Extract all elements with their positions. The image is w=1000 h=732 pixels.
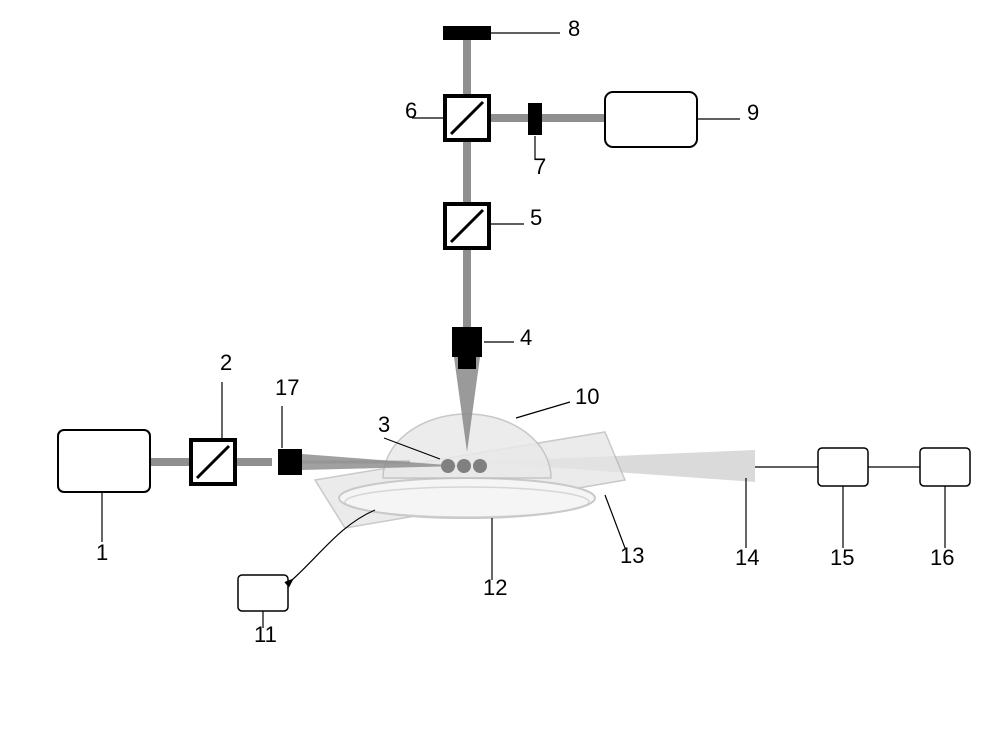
objective-4-nose — [458, 357, 476, 369]
particle-3-1 — [457, 459, 471, 473]
label-10: 10 — [575, 384, 599, 409]
leader-l13 — [605, 495, 625, 548]
label-15: 15 — [830, 545, 854, 570]
component-16-box — [920, 448, 970, 486]
label-14: 14 — [735, 545, 759, 570]
waveplate-7 — [528, 103, 542, 135]
label-9: 9 — [747, 100, 759, 125]
component-15-box — [818, 448, 868, 486]
label-2: 2 — [220, 350, 232, 375]
leader-l10 — [516, 402, 570, 418]
component-11-box — [238, 575, 288, 611]
label-11: 11 — [254, 622, 277, 647]
label-17: 17 — [275, 375, 299, 400]
label-1: 1 — [96, 540, 108, 565]
label-13: 13 — [620, 543, 644, 568]
label-12: 12 — [483, 575, 507, 600]
label-6: 6 — [405, 98, 417, 123]
label-8: 8 — [568, 16, 580, 41]
label-16: 16 — [930, 545, 954, 570]
label-3: 3 — [378, 412, 390, 437]
optical-setup-diagram: 1234567891011121314151617 — [0, 0, 1000, 732]
label-7: 7 — [534, 154, 546, 179]
block-8 — [443, 26, 491, 40]
aperture-17-inner — [284, 452, 296, 468]
label-5: 5 — [530, 205, 542, 230]
particle-3-0 — [441, 459, 455, 473]
label-4: 4 — [520, 325, 532, 350]
component-9-box — [605, 92, 697, 147]
component-1-box — [58, 430, 150, 492]
particle-3-2 — [473, 459, 487, 473]
objective-4-body — [452, 327, 482, 357]
